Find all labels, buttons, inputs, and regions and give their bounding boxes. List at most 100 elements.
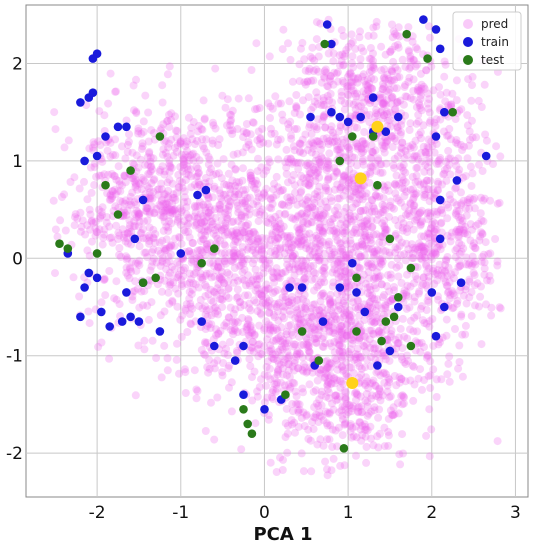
pred-point	[335, 341, 344, 349]
pred-point	[425, 108, 434, 117]
train-point	[452, 176, 462, 185]
pred-point	[333, 259, 342, 268]
pred-point	[459, 291, 468, 300]
pred-point	[189, 156, 198, 165]
pred-point	[186, 165, 195, 174]
pred-point	[358, 157, 367, 166]
pred-point	[233, 237, 242, 246]
pred-point	[179, 160, 188, 169]
pred-point	[277, 224, 286, 233]
pred-point	[185, 287, 194, 296]
pred-point	[397, 238, 406, 247]
pred-point	[306, 436, 315, 445]
pred-point	[133, 284, 142, 293]
pred-point	[339, 380, 348, 389]
pred-point	[238, 148, 247, 157]
pred-point	[439, 170, 448, 179]
pred-point	[446, 237, 455, 246]
pred-point	[338, 247, 347, 256]
pred-point	[184, 113, 193, 122]
pred-point	[139, 301, 147, 310]
pred-point	[234, 217, 243, 225]
pred-point	[210, 304, 219, 313]
pred-point	[253, 136, 262, 145]
pred-point	[466, 220, 475, 229]
pred-point	[350, 389, 359, 398]
pred-point	[339, 297, 348, 306]
pred-point	[323, 176, 332, 184]
pred-point	[332, 134, 340, 143]
pred-point	[275, 298, 283, 307]
pred-point	[206, 285, 215, 294]
pred-point	[335, 51, 344, 60]
pred-point	[344, 269, 353, 278]
pred-point	[183, 221, 192, 230]
pred-point	[348, 52, 357, 61]
pred-point	[236, 298, 245, 306]
pred-point	[306, 52, 315, 61]
pred-point	[286, 310, 295, 319]
pred-point	[425, 264, 433, 273]
pred-point	[88, 237, 96, 246]
pred-point	[330, 373, 339, 382]
pred-point	[292, 104, 301, 113]
pred-point	[393, 40, 402, 49]
pred-point	[345, 272, 354, 280]
pred-point	[158, 150, 167, 159]
pred-point	[145, 209, 154, 218]
pred-point	[258, 193, 266, 202]
pred-point	[396, 324, 405, 333]
pred-point	[199, 350, 208, 359]
pred-point	[426, 33, 434, 42]
pred-point	[253, 392, 262, 401]
pred-point	[321, 186, 330, 195]
pred-point	[452, 136, 461, 144]
pred-point	[391, 248, 400, 257]
test-point	[381, 317, 391, 326]
pred-point	[223, 121, 231, 130]
pred-point	[364, 409, 373, 418]
pred-point	[255, 321, 264, 330]
pred-point	[148, 194, 157, 203]
pred-point	[393, 98, 402, 107]
pred-point	[405, 220, 414, 229]
pred-point	[309, 139, 317, 148]
pred-point	[369, 148, 378, 157]
pred-point	[338, 402, 347, 411]
pred-point	[106, 234, 114, 242]
pred-point	[266, 458, 275, 467]
pred-point	[167, 206, 176, 214]
pred-point	[416, 208, 425, 217]
pred-point	[140, 345, 149, 354]
pred-point	[326, 136, 334, 145]
pred-point	[94, 137, 103, 146]
pred-point	[334, 296, 343, 305]
pred-point	[416, 218, 425, 227]
pred-point	[337, 183, 346, 192]
pred-point	[377, 160, 386, 169]
pred-point	[241, 201, 250, 210]
pred-point	[243, 322, 252, 331]
pred-point	[409, 87, 418, 95]
pred-point	[138, 142, 147, 151]
pred-point	[323, 305, 332, 314]
pred-point	[145, 149, 154, 158]
pred-point	[311, 171, 320, 180]
pred-point	[378, 85, 387, 94]
pred-point	[311, 326, 320, 335]
pred-point	[223, 351, 232, 359]
pred-point	[298, 236, 306, 245]
pred-point	[366, 379, 375, 388]
pred-point	[293, 200, 302, 209]
pred-point	[227, 160, 236, 169]
pred-point	[338, 355, 347, 364]
pred-point	[270, 299, 279, 308]
pred-point	[91, 217, 100, 226]
pred-point	[125, 221, 134, 230]
pred-point	[259, 138, 268, 147]
pred-point	[262, 280, 271, 289]
pred-point	[463, 198, 472, 207]
pred-point	[420, 167, 429, 176]
pred-point	[378, 99, 387, 108]
pred-point	[96, 214, 105, 223]
